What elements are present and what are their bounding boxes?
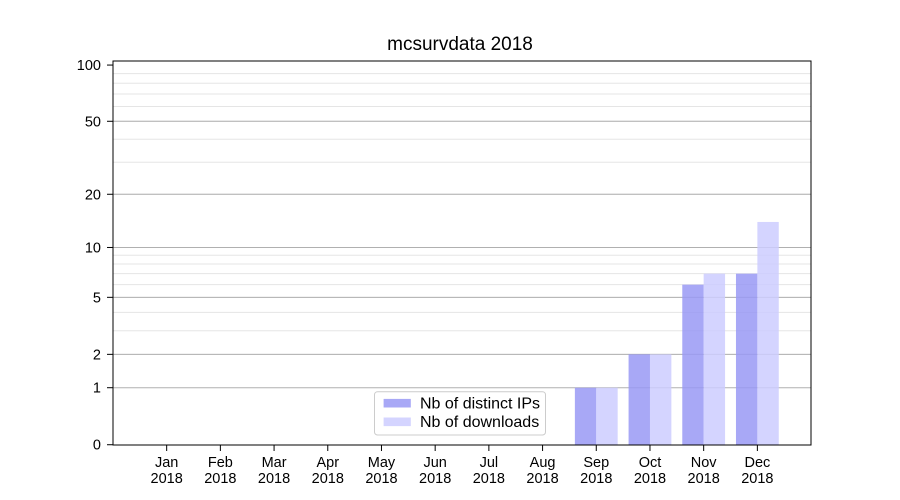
- svg-text:2018: 2018: [204, 471, 236, 487]
- svg-text:Nb of distinct IPs: Nb of distinct IPs: [420, 396, 540, 413]
- svg-text:2018: 2018: [258, 471, 290, 487]
- svg-text:2018: 2018: [526, 471, 558, 487]
- svg-text:50: 50: [85, 114, 101, 130]
- svg-text:May: May: [368, 455, 396, 471]
- svg-text:2018: 2018: [365, 471, 397, 487]
- svg-text:2018: 2018: [419, 471, 451, 487]
- svg-text:2018: 2018: [688, 471, 720, 487]
- svg-text:10: 10: [85, 240, 101, 256]
- svg-text:2018: 2018: [312, 471, 344, 487]
- svg-text:2: 2: [93, 347, 101, 363]
- svg-text:Jun: Jun: [423, 455, 446, 471]
- svg-text:Aug: Aug: [530, 455, 556, 471]
- svg-text:2018: 2018: [634, 471, 666, 487]
- svg-text:Nov: Nov: [691, 455, 718, 471]
- svg-text:Dec: Dec: [744, 455, 770, 471]
- svg-text:Oct: Oct: [639, 455, 662, 471]
- svg-text:2018: 2018: [580, 471, 612, 487]
- svg-text:1: 1: [93, 381, 101, 397]
- svg-text:0: 0: [93, 438, 101, 454]
- svg-text:Feb: Feb: [208, 455, 233, 471]
- svg-text:Mar: Mar: [262, 455, 287, 471]
- svg-text:mcsurvdata 2018: mcsurvdata 2018: [387, 34, 533, 55]
- svg-text:100: 100: [77, 58, 101, 74]
- svg-text:Sep: Sep: [583, 455, 609, 471]
- svg-text:Nb of downloads: Nb of downloads: [420, 414, 539, 431]
- svg-text:2018: 2018: [151, 471, 183, 487]
- svg-text:Apr: Apr: [316, 455, 339, 471]
- svg-text:2018: 2018: [473, 471, 505, 487]
- svg-text:Jul: Jul: [480, 455, 499, 471]
- svg-text:Jan: Jan: [155, 455, 178, 471]
- svg-text:5: 5: [93, 290, 101, 306]
- svg-text:2018: 2018: [741, 471, 773, 487]
- svg-text:20: 20: [85, 187, 101, 203]
